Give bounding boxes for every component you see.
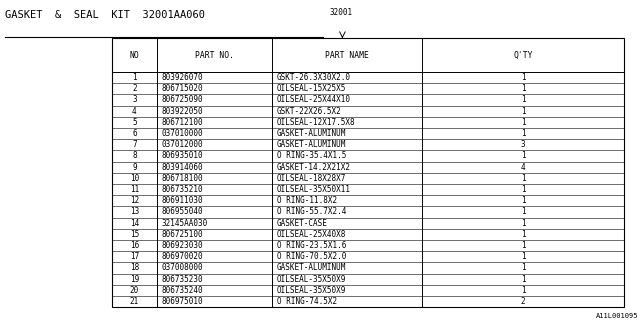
Text: GASKET-ALUMINUM: GASKET-ALUMINUM [277, 129, 346, 138]
Text: 15: 15 [130, 230, 139, 239]
Text: O RING-70.5X2.0: O RING-70.5X2.0 [277, 252, 346, 261]
Text: 806735240: 806735240 [162, 286, 204, 295]
Text: OILSEAL-35X50X9: OILSEAL-35X50X9 [277, 275, 346, 284]
Text: 1: 1 [521, 174, 525, 183]
Text: NO: NO [129, 51, 140, 60]
Text: 12: 12 [130, 196, 139, 205]
Text: 806712100: 806712100 [162, 118, 204, 127]
Text: 1: 1 [521, 129, 525, 138]
Text: 32001: 32001 [330, 8, 353, 17]
Text: 1: 1 [521, 95, 525, 105]
Text: 13: 13 [130, 207, 139, 217]
Text: GASKET-CASE: GASKET-CASE [277, 219, 328, 228]
Text: OILSEAL-25X40X8: OILSEAL-25X40X8 [277, 230, 346, 239]
Text: 1: 1 [521, 241, 525, 250]
Text: 1: 1 [521, 286, 525, 295]
Text: 19: 19 [130, 275, 139, 284]
Text: OILSEAL-25X44X10: OILSEAL-25X44X10 [277, 95, 351, 105]
Text: 1: 1 [521, 252, 525, 261]
Text: 806923030: 806923030 [162, 241, 204, 250]
Bar [112, 38, 624, 307]
Text: 806935010: 806935010 [162, 151, 204, 161]
Text: Q'TY: Q'TY [513, 51, 533, 60]
Text: 18: 18 [130, 263, 139, 273]
Text: GSKT-26.3X30X2.0: GSKT-26.3X30X2.0 [277, 73, 351, 82]
Text: 806955040: 806955040 [162, 207, 204, 217]
Text: 806725090: 806725090 [162, 95, 204, 105]
Text: 803926070: 803926070 [162, 73, 204, 82]
Text: 1: 1 [132, 73, 137, 82]
Text: GSKT-22X26.5X2: GSKT-22X26.5X2 [277, 107, 342, 116]
Text: O RING-35.4X1.5: O RING-35.4X1.5 [277, 151, 346, 161]
Text: O RING-23.5X1.6: O RING-23.5X1.6 [277, 241, 346, 250]
Text: 1: 1 [521, 185, 525, 194]
Text: 1: 1 [521, 263, 525, 273]
Text: 037010000: 037010000 [162, 129, 204, 138]
Text: 037012000: 037012000 [162, 140, 204, 149]
Text: 3: 3 [132, 95, 137, 105]
Text: OILSEAL-15X25X5: OILSEAL-15X25X5 [277, 84, 346, 93]
Text: 803922050: 803922050 [162, 107, 204, 116]
Text: 1: 1 [521, 73, 525, 82]
Text: 1: 1 [521, 107, 525, 116]
Text: 1: 1 [521, 196, 525, 205]
Text: 806735230: 806735230 [162, 275, 204, 284]
Text: 9: 9 [132, 163, 137, 172]
Text: GASKET-ALUMINUM: GASKET-ALUMINUM [277, 140, 346, 149]
Text: PART NO.: PART NO. [195, 51, 234, 60]
Text: 6: 6 [132, 129, 137, 138]
Text: 3: 3 [521, 140, 525, 149]
Text: O RING-55.7X2.4: O RING-55.7X2.4 [277, 207, 346, 217]
Text: 10: 10 [130, 174, 139, 183]
Text: 1: 1 [521, 151, 525, 161]
Text: 8: 8 [132, 151, 137, 161]
Text: 803914060: 803914060 [162, 163, 204, 172]
Text: 1: 1 [521, 230, 525, 239]
Text: 2: 2 [132, 84, 137, 93]
Text: 806725100: 806725100 [162, 230, 204, 239]
Text: 806735210: 806735210 [162, 185, 204, 194]
Text: O RING-74.5X2: O RING-74.5X2 [277, 297, 337, 306]
Text: OILSEAL-35X50X11: OILSEAL-35X50X11 [277, 185, 351, 194]
Text: 20: 20 [130, 286, 139, 295]
Text: 16: 16 [130, 241, 139, 250]
Text: 11: 11 [130, 185, 139, 194]
Text: 1: 1 [521, 275, 525, 284]
Text: 4: 4 [521, 163, 525, 172]
Text: PART NAME: PART NAME [325, 51, 369, 60]
Text: A11L001095: A11L001095 [596, 313, 639, 319]
Text: 806911030: 806911030 [162, 196, 204, 205]
Text: OILSEAL-12X17.5X8: OILSEAL-12X17.5X8 [277, 118, 356, 127]
Text: 17: 17 [130, 252, 139, 261]
Text: 037008000: 037008000 [162, 263, 204, 273]
Text: 1: 1 [521, 207, 525, 217]
Text: 21: 21 [130, 297, 139, 306]
Text: OILSEAL-18X28X7: OILSEAL-18X28X7 [277, 174, 346, 183]
Text: 806975010: 806975010 [162, 297, 204, 306]
Text: 7: 7 [132, 140, 137, 149]
Text: 14: 14 [130, 219, 139, 228]
Text: 32145AA030: 32145AA030 [162, 219, 208, 228]
Text: 2: 2 [521, 297, 525, 306]
Text: 806970020: 806970020 [162, 252, 204, 261]
Text: 806718100: 806718100 [162, 174, 204, 183]
Text: O RING-11.8X2: O RING-11.8X2 [277, 196, 337, 205]
Text: 1: 1 [521, 84, 525, 93]
Text: GASKET-14.2X21X2: GASKET-14.2X21X2 [277, 163, 351, 172]
Text: GASKET  &  SEAL  KIT  32001AA060: GASKET & SEAL KIT 32001AA060 [5, 10, 205, 20]
Text: GASKET-ALUMINUM: GASKET-ALUMINUM [277, 263, 346, 273]
Text: 5: 5 [132, 118, 137, 127]
Text: 1: 1 [521, 219, 525, 228]
Text: 806715020: 806715020 [162, 84, 204, 93]
Text: 1: 1 [521, 118, 525, 127]
Text: OILSEAL-35X50X9: OILSEAL-35X50X9 [277, 286, 346, 295]
Text: 4: 4 [132, 107, 137, 116]
